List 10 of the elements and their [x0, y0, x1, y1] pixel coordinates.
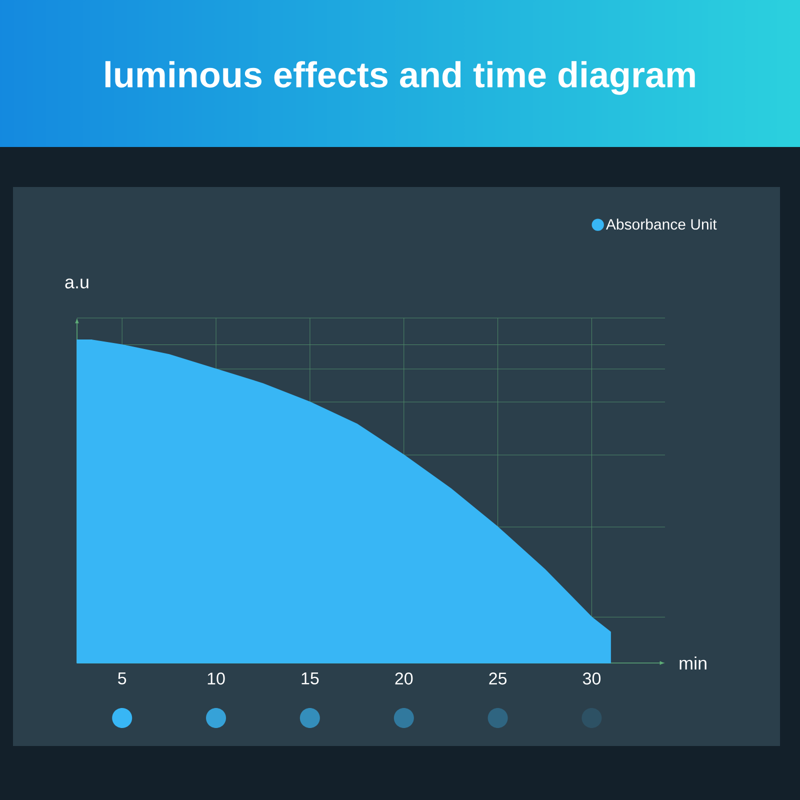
chart-title: luminous effects and time diagram: [105, 61, 695, 95]
y-axis-title: a.u: [65, 278, 88, 288]
x-tick-label: 5: [118, 672, 126, 684]
x-tick-label: 10: [208, 672, 225, 685]
x-tick-label: 25: [489, 672, 507, 685]
x-tick-label: 15: [302, 672, 319, 684]
x-axis-title: min: [680, 656, 706, 670]
x-tick-label: 30: [582, 672, 601, 685]
legend-label: Absorbance Unit: [606, 218, 717, 230]
x-tick-label: 20: [395, 672, 413, 685]
